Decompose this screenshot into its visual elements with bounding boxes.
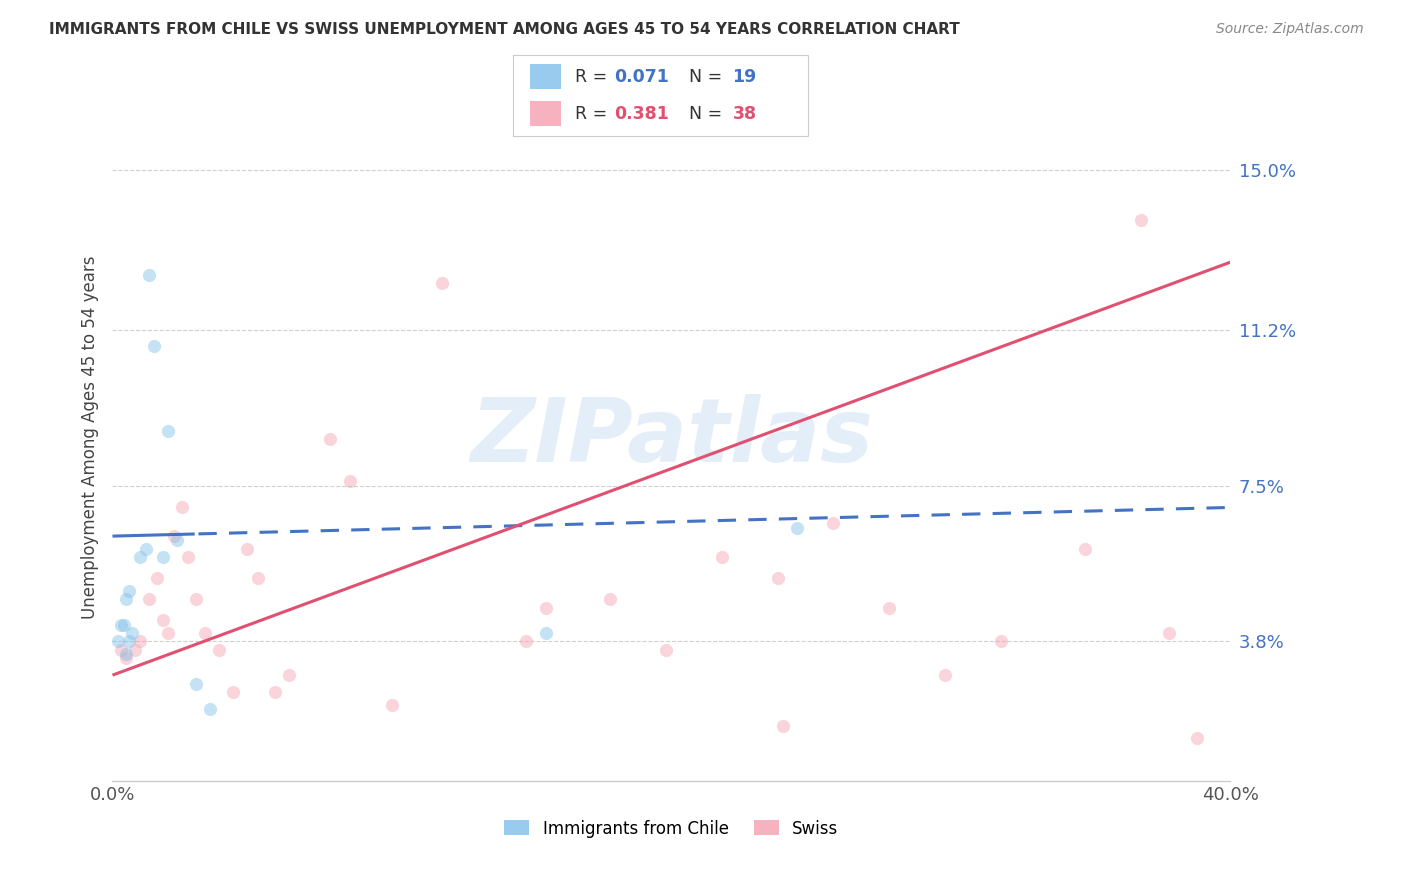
- Point: [934, 668, 956, 682]
- Text: ZIPatlas: ZIPatlas: [470, 393, 873, 481]
- Point: [599, 592, 621, 607]
- Point: [381, 698, 404, 712]
- Legend: Immigrants from Chile, Swiss: Immigrants from Chile, Swiss: [498, 813, 845, 845]
- Point: [246, 571, 269, 585]
- Text: IMMIGRANTS FROM CHILE VS SWISS UNEMPLOYMENT AMONG AGES 45 TO 54 YEARS CORRELATIO: IMMIGRANTS FROM CHILE VS SWISS UNEMPLOYM…: [49, 22, 960, 37]
- Text: 0.381: 0.381: [614, 105, 669, 123]
- Point: [177, 550, 200, 565]
- Point: [143, 339, 166, 353]
- Text: R =: R =: [575, 68, 613, 86]
- Point: [432, 277, 454, 291]
- Text: 19: 19: [733, 68, 756, 86]
- Point: [823, 516, 845, 531]
- Point: [534, 626, 557, 640]
- Point: [146, 571, 169, 585]
- Text: N =: N =: [678, 68, 727, 86]
- Text: N =: N =: [678, 105, 727, 123]
- Text: Source: ZipAtlas.com: Source: ZipAtlas.com: [1216, 22, 1364, 37]
- Point: [115, 647, 138, 661]
- Text: 38: 38: [733, 105, 756, 123]
- Point: [152, 550, 174, 565]
- Point: [166, 533, 188, 548]
- Point: [129, 550, 152, 565]
- Point: [186, 676, 208, 690]
- Point: [135, 541, 157, 556]
- Point: [990, 634, 1012, 648]
- Point: [235, 541, 257, 556]
- Point: [118, 634, 141, 648]
- Point: [221, 685, 243, 699]
- Point: [110, 617, 132, 632]
- Point: [112, 617, 135, 632]
- Point: [115, 651, 138, 665]
- Point: [118, 583, 141, 598]
- Point: [277, 668, 299, 682]
- Point: [115, 592, 138, 607]
- Point: [194, 626, 217, 640]
- Point: [121, 626, 143, 640]
- Point: [186, 592, 208, 607]
- Point: [110, 643, 132, 657]
- Point: [124, 643, 146, 657]
- Point: [772, 719, 794, 733]
- Point: [766, 571, 789, 585]
- Point: [157, 626, 180, 640]
- Point: [163, 529, 186, 543]
- Point: [157, 424, 180, 438]
- Point: [138, 592, 160, 607]
- Point: [786, 521, 808, 535]
- Point: [1074, 541, 1097, 556]
- Text: 0.071: 0.071: [614, 68, 669, 86]
- Point: [515, 634, 537, 648]
- Point: [152, 613, 174, 627]
- Point: [534, 600, 557, 615]
- Point: [208, 643, 231, 657]
- Point: [319, 432, 342, 446]
- Y-axis label: Unemployment Among Ages 45 to 54 years: Unemployment Among Ages 45 to 54 years: [80, 255, 98, 619]
- Point: [129, 634, 152, 648]
- Point: [263, 685, 285, 699]
- Point: [107, 634, 129, 648]
- Point: [339, 475, 361, 489]
- Point: [200, 702, 222, 716]
- Point: [138, 268, 160, 282]
- Point: [879, 600, 901, 615]
- Point: [710, 550, 733, 565]
- Point: [1129, 213, 1152, 227]
- Text: R =: R =: [575, 105, 613, 123]
- Point: [655, 643, 678, 657]
- Point: [172, 500, 194, 514]
- Point: [1185, 731, 1208, 746]
- Point: [1157, 626, 1180, 640]
